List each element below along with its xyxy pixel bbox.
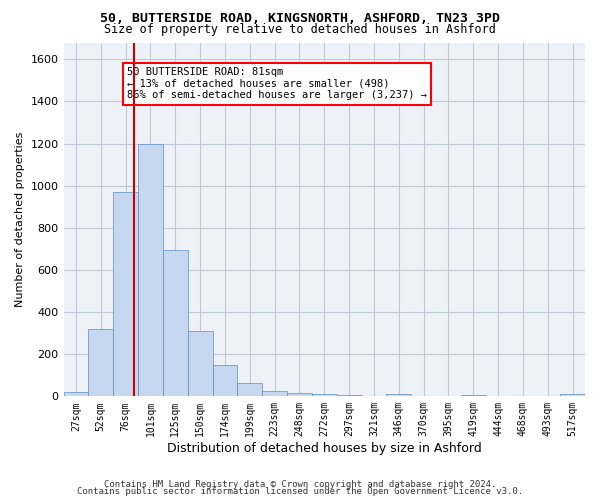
Text: Contains HM Land Registry data © Crown copyright and database right 2024.: Contains HM Land Registry data © Crown c… xyxy=(104,480,496,489)
Bar xyxy=(262,391,287,396)
Text: 50, BUTTERSIDE ROAD, KINGSNORTH, ASHFORD, TN23 3PD: 50, BUTTERSIDE ROAD, KINGSNORTH, ASHFORD… xyxy=(100,12,500,26)
X-axis label: Distribution of detached houses by size in Ashford: Distribution of detached houses by size … xyxy=(167,442,482,455)
Bar xyxy=(560,394,585,396)
Text: Contains public sector information licensed under the Open Government Licence v3: Contains public sector information licen… xyxy=(77,487,523,496)
Text: 50 BUTTERSIDE ROAD: 81sqm
← 13% of detached houses are smaller (498)
86% of semi: 50 BUTTERSIDE ROAD: 81sqm ← 13% of detac… xyxy=(127,68,427,100)
Bar xyxy=(287,393,312,396)
Bar xyxy=(113,192,138,396)
Bar xyxy=(212,364,238,396)
Bar xyxy=(312,394,337,396)
Bar xyxy=(138,144,163,396)
Bar xyxy=(88,329,113,396)
Bar xyxy=(386,394,411,396)
Y-axis label: Number of detached properties: Number of detached properties xyxy=(15,132,25,307)
Bar xyxy=(64,392,88,396)
Text: Size of property relative to detached houses in Ashford: Size of property relative to detached ho… xyxy=(104,22,496,36)
Bar xyxy=(163,250,188,396)
Bar xyxy=(238,382,262,396)
Bar xyxy=(188,331,212,396)
